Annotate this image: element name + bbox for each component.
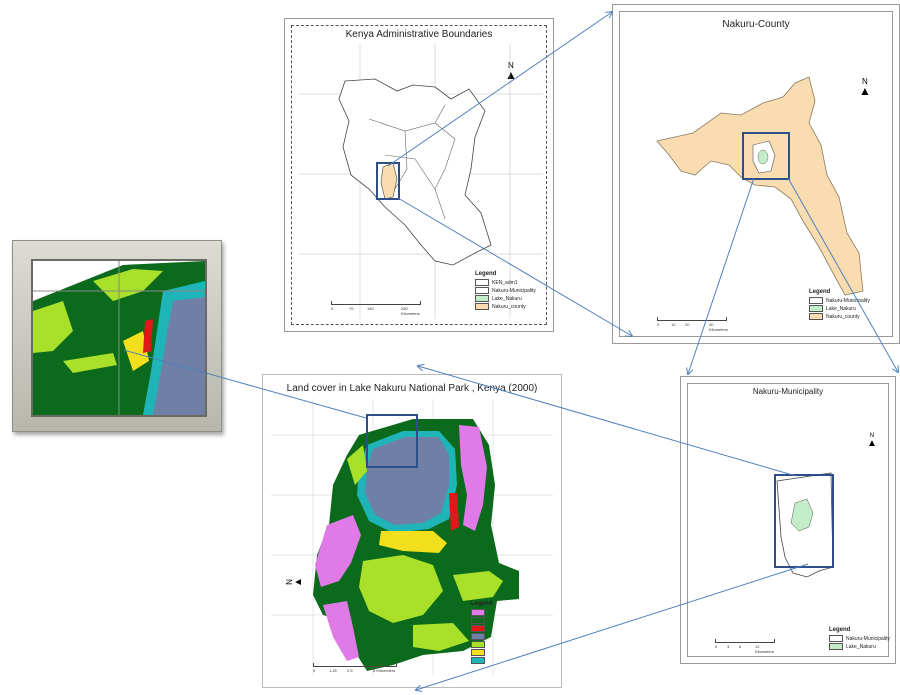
scale-label: 40 Kilometers [709, 322, 728, 332]
kenya-outline [338, 78, 492, 266]
legend-swatch [471, 649, 492, 656]
legend-swatch [471, 641, 492, 648]
scale-label: 6 [739, 644, 742, 649]
zoom-inset-image [31, 259, 207, 417]
county-map-frame [619, 11, 893, 337]
scale-label: 5 Kilometers [373, 668, 396, 673]
scale-label: 140 [367, 306, 374, 311]
county-map-title: Nakuru-County [722, 19, 790, 30]
scale-label: 0 [331, 306, 334, 311]
scale-label: 70 [349, 306, 354, 311]
county-legend: Legend Nakuru-Municipality Lake_Nakuru N… [809, 289, 870, 321]
county-lake-shape [757, 149, 769, 165]
municipality-lake-shape [790, 498, 814, 532]
legend-title: Legend [809, 289, 831, 295]
legend-label: Nakuru_county [492, 303, 526, 310]
landcover-map-panel: Land cover in Lake Nakuru National Park … [262, 374, 562, 688]
municipality-map-graphic [774, 472, 834, 578]
municipality-map-panel: Nakuru-Municipality N ▲ Legend Nakuru-Mu… [680, 376, 896, 664]
north-label: N [869, 433, 875, 439]
lake-nakuru-water [365, 437, 449, 525]
scale-label: 0 [657, 322, 660, 327]
county-map-graphic [656, 76, 864, 296]
legend-swatch [471, 625, 492, 632]
legend-label: Nakuru_county [826, 313, 860, 320]
legend-item: Lake_Nakuru [829, 643, 890, 650]
legend-item: Nakuru-Municipality [809, 297, 870, 304]
county-map-panel: Nakuru-County N ▲ Legend Nakuru-Municipa… [612, 4, 900, 344]
legend-label: Nakuru-Municipality [492, 287, 536, 294]
legend-item: Nakuru-Municipality [829, 635, 890, 642]
scale-label: 12 Kilometers [755, 644, 774, 654]
legend-item: Nakuru_county [475, 303, 536, 310]
legend-swatch [471, 633, 492, 640]
legend-label: Nakuru-Municipality [846, 635, 890, 642]
legend-swatch [471, 617, 492, 624]
scale-label: 280 Kilometers [401, 306, 420, 316]
kenya-map-panel: Kenya Administrative Boundaries N ▲ Lege… [284, 18, 554, 332]
legend-swatch [471, 657, 492, 664]
kenya-scale-bar: 0 70 140 280 Kilometers [331, 301, 421, 316]
municipality-scale-bar: 0 3 6 12 Kilometers [715, 639, 775, 654]
legend-item: Lake_Nakuru [809, 305, 870, 312]
landcover-map-graphic [271, 399, 553, 675]
legend-item: Nakuru_county [809, 313, 870, 320]
municipality-legend: Legend Nakuru-Municipality Lake_Nakuru [829, 627, 890, 651]
legend-label: Lake_Nakuru [492, 295, 522, 302]
north-label: N [862, 77, 868, 86]
legend-swatch [471, 609, 492, 616]
scale-label: 3 [727, 644, 730, 649]
legend-label: Lake_Nakuru [826, 305, 856, 312]
county-scale-bar: 0 10 20 40 Kilometers [657, 317, 728, 332]
legend-item: Nakuru-Municipality [475, 287, 536, 294]
scale-label: 10 [671, 322, 676, 327]
scale-label: 20 [685, 322, 690, 327]
legend-title: Legend [471, 601, 493, 607]
county-focus-box [742, 132, 790, 180]
nakuru-county-shape [656, 76, 864, 296]
landcover-scale-bar: 0 1.25 2.5 5 Kilometers [313, 663, 397, 673]
legend-item: Lake_Nakuru [475, 295, 536, 302]
landcover-map-title: Land cover in Lake Nakuru National Park … [286, 383, 538, 394]
north-arrow-icon: N ▲ [867, 433, 877, 449]
legend-title: Legend [475, 271, 497, 277]
legend-label: Nakuru-Municipality [826, 297, 870, 304]
scale-label: 0 [715, 644, 718, 649]
scale-label: 2.5 [347, 668, 353, 673]
landcover-focus-box [366, 414, 418, 468]
scale-label: 1.25 [329, 668, 337, 673]
legend-label: KEN_adm1 [492, 279, 518, 286]
legend-label: Lake_Nakuru [846, 643, 876, 650]
scale-label: 0 [313, 668, 316, 673]
zoom-inset-frame [12, 240, 222, 432]
legend-title: Legend [829, 627, 851, 633]
legend-item: KEN_adm1 [475, 279, 536, 286]
north-arrow-icon: N ▲ [859, 77, 871, 98]
landcover-legend: Legend [471, 601, 492, 665]
kenya-legend: Legend KEN_adm1 Nakuru-Municipality Lake… [475, 271, 536, 311]
